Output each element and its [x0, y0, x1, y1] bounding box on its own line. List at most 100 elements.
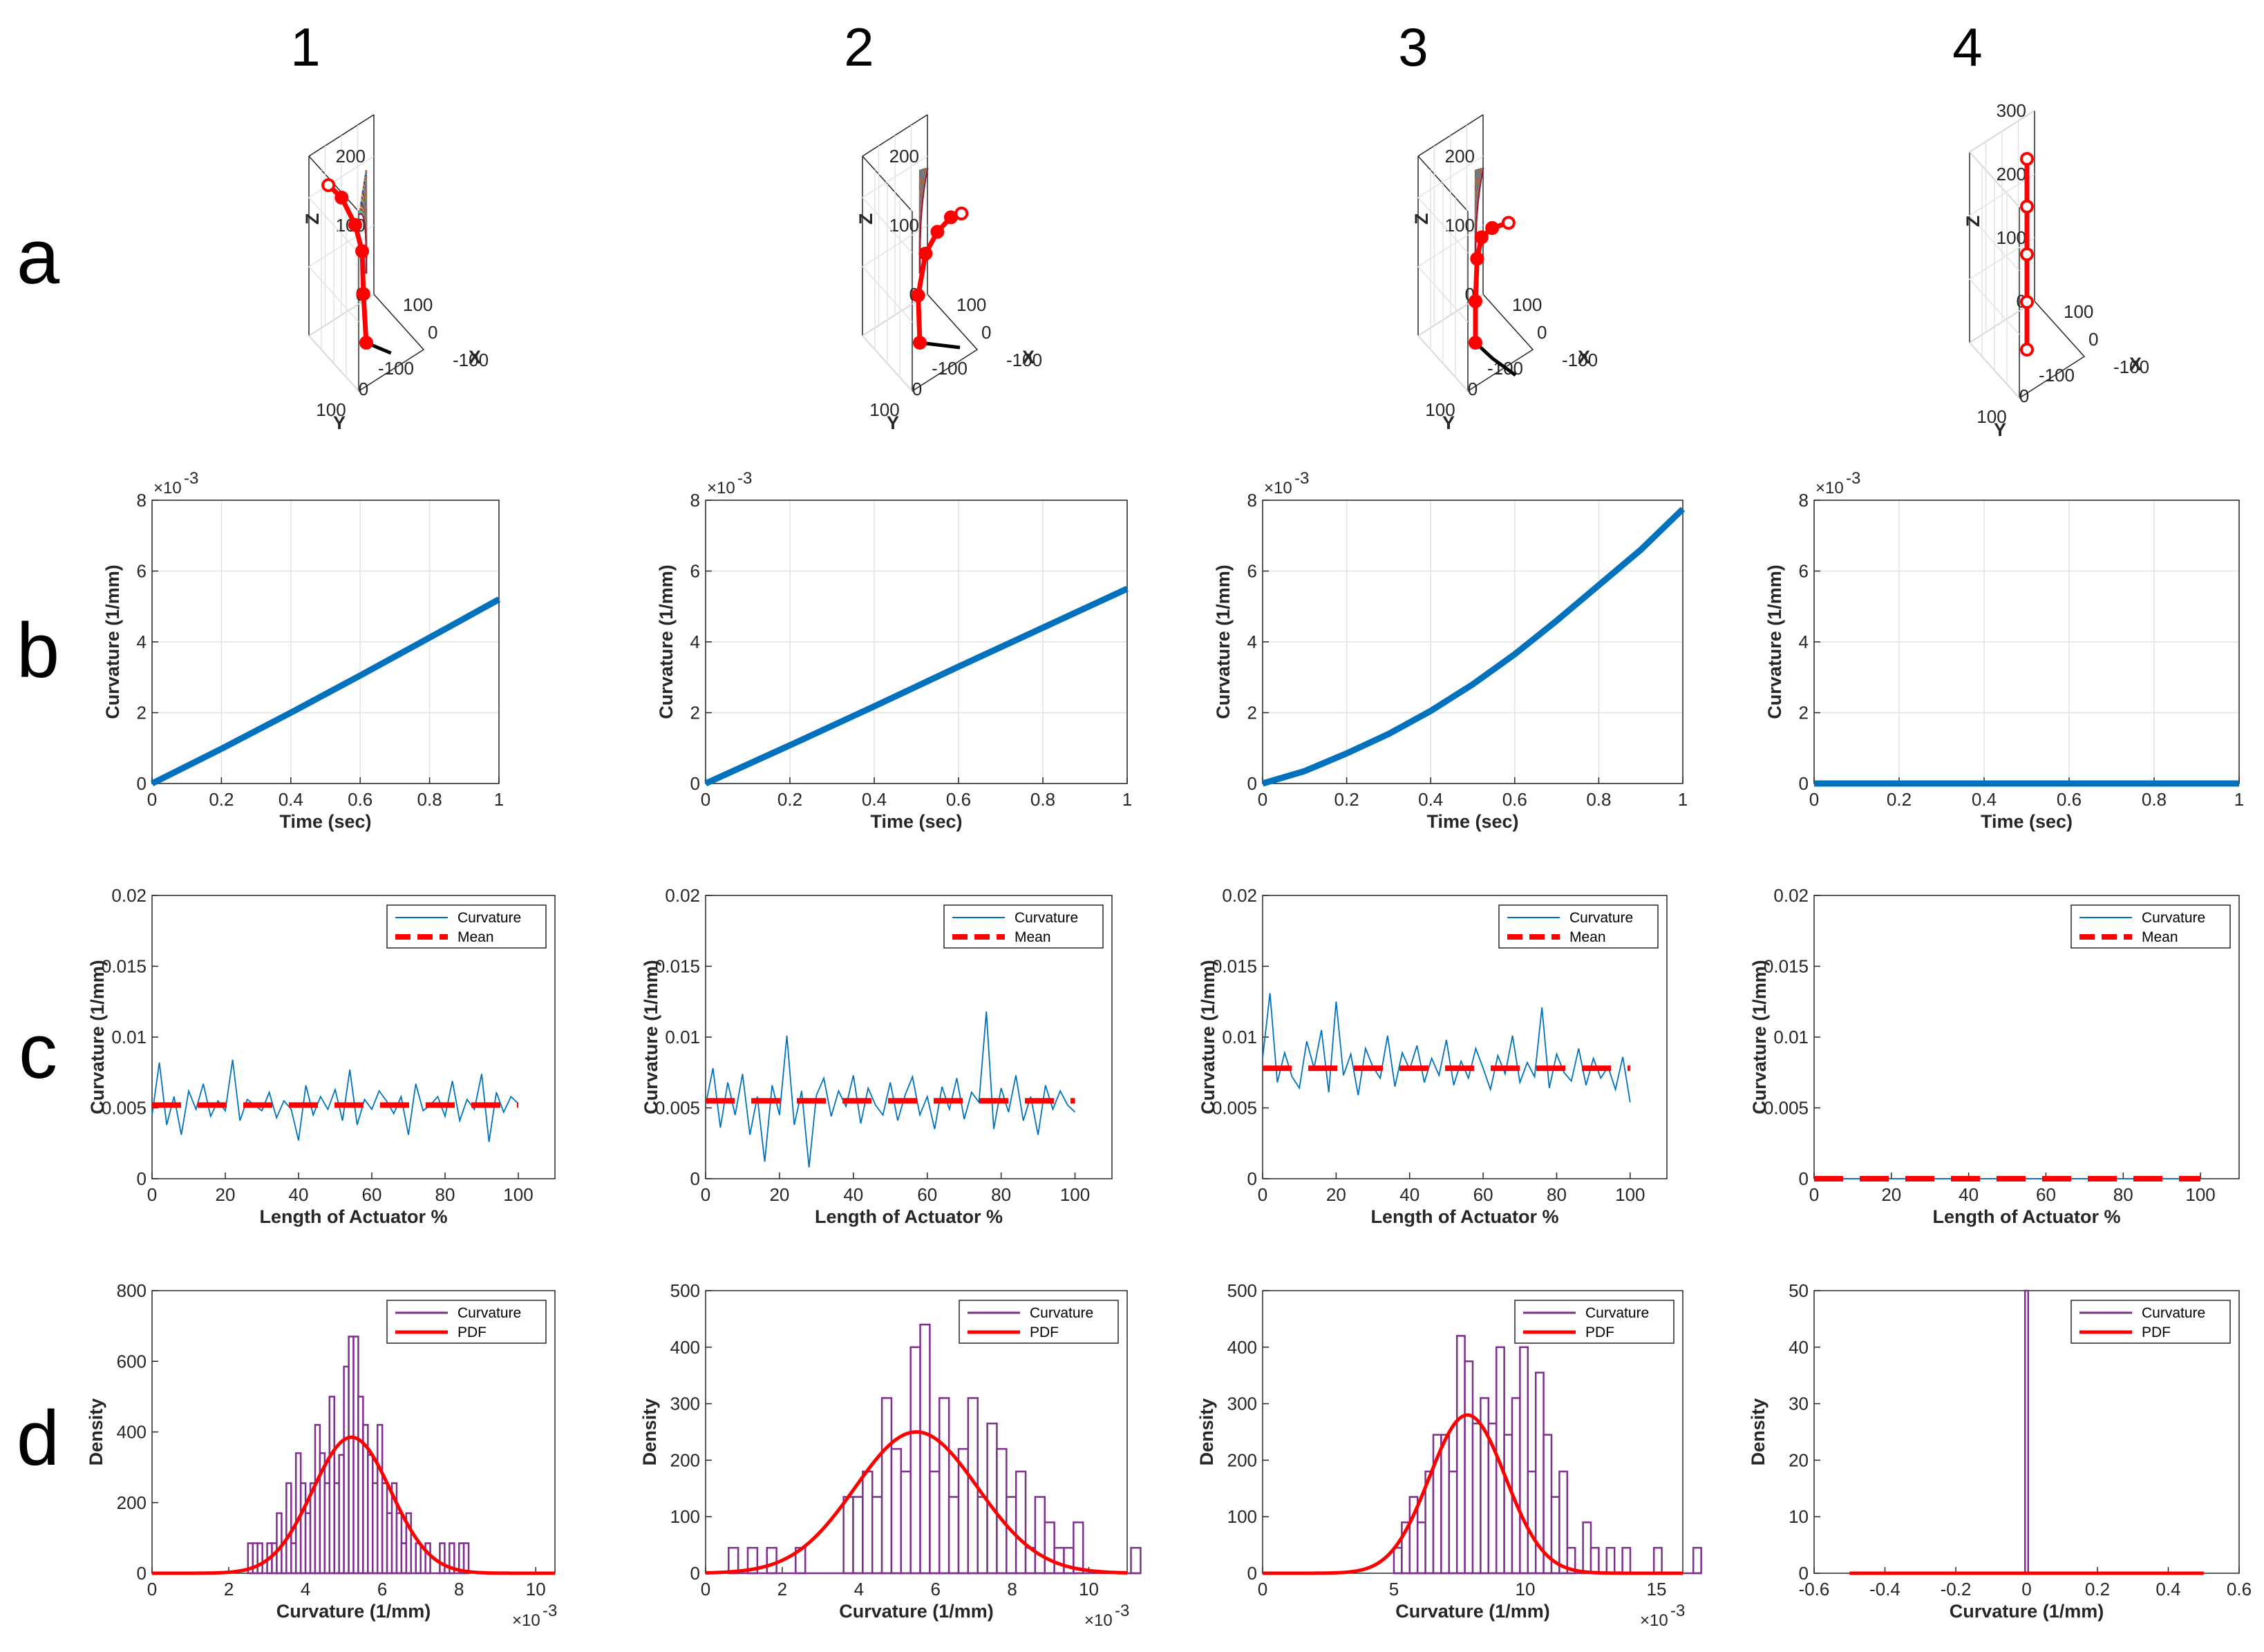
histogram-bar	[1464, 1360, 1474, 1575]
histogram-bar	[256, 1542, 263, 1575]
y-axis-label: Curvature (1/mm)	[1198, 960, 1218, 1114]
legend-label-curvature: Curvature	[1030, 1305, 1093, 1321]
column-label-3: 3	[1398, 17, 1428, 77]
y-tick-label: 8	[1247, 490, 1257, 511]
actuator-node	[1485, 221, 1500, 235]
legend-label-mean: Mean	[2142, 929, 2178, 945]
x-tick-label: 2	[224, 1579, 234, 1599]
curvature-line	[1261, 506, 1686, 787]
x-tick-label: 0	[1258, 1579, 1267, 1599]
y-tick-label: 0.005	[655, 1098, 700, 1119]
legend-label-curvature: Curvature	[1015, 910, 1078, 926]
y-exponent: ×10	[153, 479, 182, 497]
x-axis-label: Curvature (1/mm)	[276, 1601, 431, 1622]
x-tick-label: 0	[2088, 329, 2098, 350]
histogram-bar	[1063, 1546, 1075, 1575]
x-tick-label: 0	[428, 322, 437, 343]
x-tick-label: 0.4	[1418, 789, 1443, 810]
z-tick-label: 200	[336, 146, 366, 167]
y-tick-label: 0.015	[102, 956, 147, 977]
histogram-bar	[1652, 1546, 1663, 1575]
y-tick-label: 400	[1227, 1337, 1257, 1358]
gridline-z	[1968, 110, 2035, 208]
x-exponent-power: -3	[1115, 1602, 1129, 1620]
y-tick-label: 0.01	[111, 1027, 147, 1047]
x-tick-label: 100	[956, 294, 986, 315]
x-tick-label: 0.4	[862, 789, 887, 810]
x-axis-label: Length of Actuator %	[1933, 1206, 2121, 1227]
plot-c-1: 0 20 40 60 80 100 0 0.005 0.01 0.015 0.02 Length of…	[87, 885, 556, 1227]
x-tick-label: 1	[494, 789, 504, 810]
actuator-node	[356, 287, 370, 301]
plot-c-2: 0 20 40 60 80 100 0 0.005 0.01 0.015 0.02 Length of…	[641, 885, 1113, 1227]
histogram-bar	[929, 1470, 941, 1575]
y-tick-label: 0	[690, 1168, 700, 1189]
y-tick-label: 4	[1799, 632, 1809, 652]
x-axis-label: Curvature (1/mm)	[1395, 1601, 1550, 1622]
y-tick-label: 400	[670, 1337, 700, 1358]
z-tick-label: 200	[1997, 164, 2026, 184]
actuator-node	[918, 247, 933, 260]
legend-label-pdf: PDF	[2142, 1325, 2171, 1340]
y-tick-label: 4	[1247, 632, 1257, 652]
y-tick-label: 200	[1227, 1450, 1257, 1470]
histogram-bar	[862, 1470, 874, 1575]
y-exponent-power: -3	[1294, 469, 1309, 488]
actuator-node	[954, 207, 969, 220]
histogram-bar	[919, 1323, 931, 1575]
y-exponent-power: -3	[184, 469, 198, 488]
x-tick-label: 0.6	[348, 789, 372, 810]
y-tick-label: 0	[2019, 386, 2029, 406]
x-tick-label: 60	[1473, 1184, 1493, 1205]
histogram-bar	[415, 1542, 422, 1575]
x-tick-label: 4	[301, 1579, 310, 1599]
legend-label-curvature: Curvature	[1585, 1305, 1649, 1321]
histogram-bar	[909, 1346, 921, 1575]
histogram-bar	[1455, 1335, 1466, 1575]
histogram-bar	[2024, 1289, 2030, 1575]
y-tick-label: 500	[1227, 1280, 1257, 1301]
legend-box	[2070, 1300, 2231, 1344]
legend-label-mean: Mean	[1569, 929, 1606, 945]
x-tick-label: 0.8	[1586, 789, 1611, 810]
y-tick-label: 0.02	[1773, 885, 1809, 906]
x-tick-label: 1	[1122, 789, 1132, 810]
histogram-bar	[1582, 1521, 1592, 1575]
x-tick-label: 60	[362, 1184, 382, 1205]
x-axis-label: Length of Actuator %	[1371, 1206, 1559, 1227]
y-tick-label: 0.005	[1212, 1098, 1257, 1119]
x-tick-label: 80	[435, 1184, 455, 1205]
x-axis-label: Time (sec)	[1426, 811, 1518, 832]
legend-box	[386, 904, 547, 949]
y-exponent: ×10	[707, 479, 735, 497]
x-tick-label: 40	[1399, 1184, 1419, 1205]
z-tick-label: 300	[1997, 100, 2026, 121]
x-tick-label: 0	[1809, 1184, 1819, 1205]
y-tick-label: 4	[137, 632, 147, 652]
column-label-1: 1	[290, 17, 320, 77]
histogram-bar	[1519, 1346, 1529, 1575]
x-tick-label: 0	[701, 789, 710, 810]
y-tick-label: 6	[1247, 561, 1257, 582]
histogram-bar	[1621, 1546, 1632, 1575]
x-exponent-power: -3	[543, 1602, 557, 1620]
x-tick-label: 0	[1537, 322, 1547, 343]
gridline-z	[1968, 301, 2035, 399]
x-axis-label: Length of Actuator %	[815, 1206, 1003, 1227]
gridline-z	[1417, 155, 1484, 254]
curvature-line	[1262, 993, 1631, 1103]
y-tick-label: 0.015	[1764, 956, 1809, 977]
x-tick-label: 100	[1615, 1184, 1645, 1205]
histogram-bar	[1511, 1397, 1521, 1575]
histogram-bar	[890, 1447, 903, 1575]
actuator-node	[2020, 200, 2034, 213]
histogram-bar	[1073, 1521, 1084, 1575]
histogram-bar	[1393, 1546, 1403, 1575]
x-axis-label: X	[469, 347, 481, 368]
y-tick-label: 0.01	[1222, 1027, 1257, 1047]
x-tick-label: 100	[1060, 1184, 1090, 1205]
x-tick-label: 0.4	[1972, 789, 1997, 810]
actuator-node	[1501, 216, 1516, 230]
x-tick-label: 80	[1547, 1184, 1567, 1205]
